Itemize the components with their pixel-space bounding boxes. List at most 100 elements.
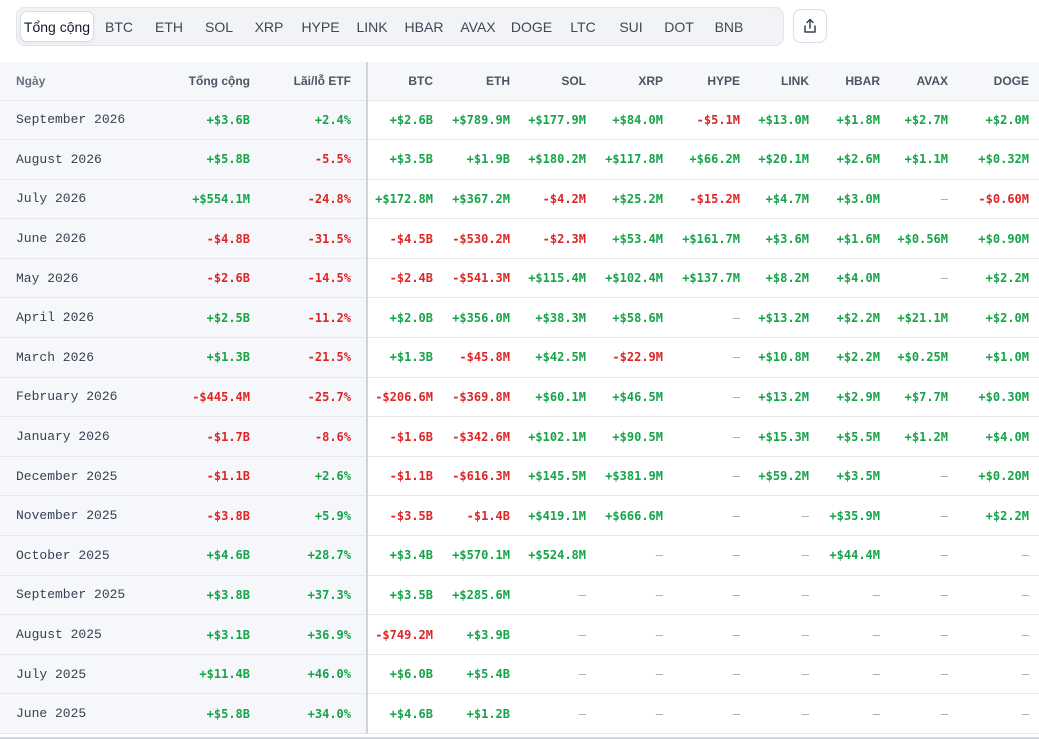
tab-doge[interactable]: DOGE [510, 18, 553, 35]
tab-hype[interactable]: HYPE [301, 18, 340, 35]
table-cell: — [890, 495, 958, 537]
table-cell: +$2.2M [819, 337, 890, 378]
tab-ltc[interactable]: LTC [570, 18, 596, 35]
table-cell: +$2.6B [367, 100, 443, 141]
table-cell: -$616.3M [443, 456, 520, 497]
table-cell: — [890, 654, 958, 695]
table-cell: +$102.1M [520, 416, 596, 457]
table-cell: +34.0% [271, 693, 368, 734]
table-cell: +$356.0M [443, 297, 520, 339]
table-cell: +$1.1M [890, 139, 958, 180]
column-header[interactable]: Ngày [0, 62, 146, 101]
column-header[interactable]: XRP [596, 62, 673, 101]
table-cell: +$4.7M [750, 179, 819, 220]
table-cell: -$4.8B [146, 218, 271, 259]
table-cell: +$3.8B [146, 575, 271, 616]
column-header[interactable]: LINK [750, 62, 819, 101]
tab-dot[interactable]: DOT [664, 18, 694, 35]
table-cell: +$554.1M [146, 179, 271, 220]
table-cell: -21.5% [271, 337, 368, 378]
table-cell: — [819, 654, 890, 695]
monthly-flows-table-container[interactable]: Ngày Tổng cộng Lãi/lỗ ETF BTC ETH SOL XRP HYPE L… [0, 62, 1039, 739]
table-cell: +$0.90M [958, 218, 1039, 259]
table-row: January 2026 -$1.7B -8.6% -$1.6B -$342.6M +$1… [0, 416, 1039, 457]
table-cell: -$1.7B [146, 416, 271, 457]
tab-link[interactable]: LINK [356, 18, 388, 35]
column-header[interactable]: HYPE [673, 62, 750, 101]
table-cell: — [673, 377, 750, 418]
tab-xrp[interactable]: XRP [254, 18, 284, 35]
share-icon [804, 18, 816, 33]
table-cell: +$8.2M [750, 258, 819, 299]
table-cell: -$369.8M [443, 377, 520, 418]
column-header[interactable]: ETH [443, 62, 520, 101]
column-header[interactable]: AVAX [890, 62, 958, 101]
table-cell: +$42.5M [520, 337, 596, 378]
table-cell: +$5.5M [819, 416, 890, 457]
table-row: September 2025 +$3.8B +37.3% +$3.5B +$285.6M… [0, 575, 1039, 616]
table-row: September 2026 +$3.6B +2.4% +$2.6B +$789.9M +… [0, 100, 1039, 141]
column-header[interactable]: BTC [367, 62, 443, 101]
tab-tổng-cộng[interactable]: Tổng cộng [20, 11, 94, 42]
row-date: November 2025 [0, 495, 146, 537]
row-date: August 2026 [0, 139, 146, 180]
table-cell: — [596, 535, 673, 576]
tab-avax[interactable]: AVAX [460, 18, 496, 35]
row-date: December 2025 [0, 456, 146, 497]
row-date: April 2026 [0, 297, 146, 339]
table-cell: -$15.2M [673, 179, 750, 220]
table-row: May 2026 -$2.6B -14.5% -$2.4B -$541.3M +$115.… [0, 258, 1039, 299]
tab-bnb[interactable]: BNB [714, 18, 744, 35]
table-cell: +$2.9M [819, 377, 890, 418]
column-header[interactable]: SOL [520, 62, 596, 101]
table-cell: +$84.0M [596, 100, 673, 141]
tab-sui[interactable]: SUI [619, 18, 643, 35]
tab-sol[interactable]: SOL [204, 18, 233, 35]
table-cell: — [520, 654, 596, 695]
table-cell: -$342.6M [443, 416, 520, 457]
column-header[interactable]: Tổng cộng [146, 62, 271, 101]
column-header[interactable]: Lãi/lỗ ETF [271, 62, 368, 101]
table-cell: — [750, 575, 819, 616]
table-cell: -$1.1B [146, 456, 271, 497]
table-cell: -$206.6M [367, 377, 443, 418]
table-cell: +5.9% [271, 495, 368, 537]
table-cell: -31.5% [271, 218, 368, 259]
table-cell: +$20.1M [750, 139, 819, 180]
table-cell: +$35.9M [819, 495, 890, 537]
row-date: September 2026 [0, 100, 146, 141]
table-row: November 2025 -$3.8B +5.9% -$3.5B -$1.4B +$41… [0, 495, 1039, 537]
column-header[interactable]: DOGE [958, 62, 1039, 101]
table-cell: -14.5% [271, 258, 368, 299]
table-cell: +$0.32M [958, 139, 1039, 180]
table-cell: +$1.2B [443, 693, 520, 734]
table-cell: +$1.2M [890, 416, 958, 457]
scrollbar-track[interactable] [0, 737, 1039, 739]
share-button[interactable] [793, 9, 827, 43]
table-cell: +$1.8M [819, 100, 890, 141]
column-header[interactable]: HBAR [819, 62, 890, 101]
row-date: October 2025 [0, 535, 146, 576]
table-cell: +$46.5M [596, 377, 673, 418]
table-cell: +$3.4B [367, 535, 443, 576]
table-cell: +$2.2M [958, 495, 1039, 537]
table-cell: — [596, 654, 673, 695]
row-date: July 2026 [0, 179, 146, 220]
tab-btc[interactable]: BTC [105, 18, 133, 35]
table-cell: -$22.9M [596, 337, 673, 378]
table-cell: +37.3% [271, 575, 368, 616]
tab-hbar[interactable]: HBAR [404, 18, 444, 35]
table-cell: +$177.9M [520, 100, 596, 141]
table-cell: +$2.0M [958, 100, 1039, 141]
table-cell: +$4.0M [958, 416, 1039, 457]
tab-eth[interactable]: ETH [155, 18, 183, 35]
table-cell: +$44.4M [819, 535, 890, 576]
table-cell: +$53.4M [596, 218, 673, 259]
table-cell: +$180.2M [520, 139, 596, 180]
table-row: October 2025 +$4.6B +28.7% +$3.4B +$570.1M +$… [0, 535, 1039, 576]
table-cell: +$2.2M [958, 258, 1039, 299]
table-cell: +$13.2M [750, 297, 819, 339]
table-cell: +2.6% [271, 456, 368, 497]
table-cell: — [819, 575, 890, 616]
table-cell: — [520, 575, 596, 616]
